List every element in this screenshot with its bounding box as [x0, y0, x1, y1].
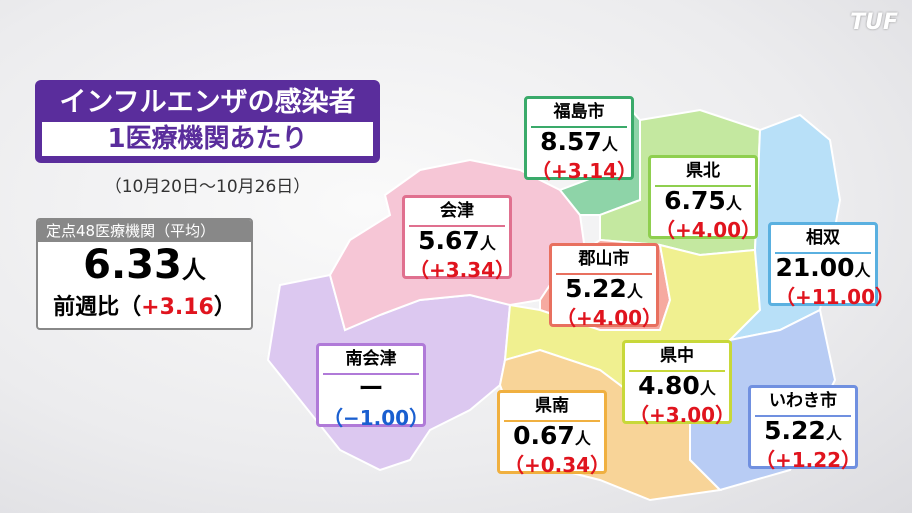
region-value-row: 6.75人 [655, 187, 751, 218]
region-unit: 人 [626, 282, 643, 301]
region-name: 福島市 [531, 99, 627, 128]
region-label-box: 郡山市 5.22人 （+4.00） [549, 243, 663, 330]
region-value: 5.22 [565, 274, 627, 303]
region-label-box: 県南 0.67人 （+0.34） [497, 390, 611, 477]
region-name: 郡山市 [556, 246, 652, 275]
region-name: 南会津 [323, 346, 419, 375]
region-value-row: 4.80人 [629, 372, 725, 403]
region-value: 21.00 [775, 253, 855, 282]
region-value-row: 5.22人 [556, 275, 652, 306]
region-value: 8.57 [540, 127, 602, 156]
region-change: （+4.00） [556, 306, 663, 330]
region-value: ー [358, 374, 384, 403]
region-name: 県中 [629, 343, 725, 372]
paren-open: （ [119, 295, 142, 320]
region-name: 相双 [775, 225, 871, 254]
average-header: 定点48医療機関（平均） [38, 220, 251, 242]
region-value-row: 21.00人 [775, 254, 871, 285]
region-name: 会津 [409, 198, 505, 227]
region-value: 4.80 [638, 371, 700, 400]
date-range: （10月20日～10月26日） [104, 177, 311, 197]
region-change: （+4.00） [655, 218, 762, 242]
region-label-box: 南会津 ー （−1.00） [316, 343, 430, 430]
average-compare-row: 前週比（+3.16） [38, 293, 251, 323]
region-change: （+0.34） [504, 453, 611, 477]
station-logo: TUF [850, 10, 898, 35]
title-sub: 1医療機関あたり [42, 122, 373, 156]
region-label-box: 会津 5.67人 （+3.34） [402, 195, 516, 282]
region-name: いわき市 [755, 388, 851, 417]
region-unit: 人 [574, 429, 591, 448]
region-value: 6.75 [664, 186, 726, 215]
title-main: インフルエンザの感染者 [59, 87, 356, 118]
region-unit: 人 [854, 261, 871, 280]
region-value: 5.67 [418, 226, 480, 255]
region-change: （+11.00） [775, 285, 896, 309]
region-label-box: 相双 21.00人 （+11.00） [768, 222, 896, 309]
region-value-row: 5.22人 [755, 417, 851, 448]
region-change: （+3.00） [629, 403, 736, 427]
region-value-row: 8.57人 [531, 128, 627, 159]
region-change: （+1.22） [755, 448, 862, 472]
paren-close: ） [213, 295, 236, 320]
region-label-box: 福島市 8.57人 （+3.14） [524, 96, 638, 183]
average-value: 6.33 [83, 242, 182, 288]
compare-label: 前週比 [53, 295, 120, 320]
region-value-row: ー [323, 375, 419, 406]
region-label-box: 県中 4.80人 （+3.00） [622, 340, 736, 427]
region-unit: 人 [601, 135, 618, 154]
region-unit: 人 [825, 424, 842, 443]
region-name: 県北 [655, 158, 751, 187]
region-value: 0.67 [513, 421, 575, 450]
region-change: （−1.00） [323, 406, 430, 430]
region-name: 県南 [504, 393, 600, 422]
region-unit: 人 [479, 234, 496, 253]
region-value-row: 5.67人 [409, 227, 505, 258]
average-change: +3.16 [141, 295, 214, 320]
region-unit: 人 [699, 379, 716, 398]
average-panel: 定点48医療機関（平均） 6.33人 前週比（+3.16） [36, 218, 253, 330]
region-label-box: 県北 6.75人 （+4.00） [648, 155, 762, 242]
region-value: 5.22 [764, 416, 826, 445]
average-value-row: 6.33人 [38, 242, 251, 293]
region-label-box: いわき市 5.22人 （+1.22） [748, 385, 862, 472]
region-change: （+3.34） [409, 258, 516, 282]
region-value-row: 0.67人 [504, 422, 600, 453]
region-unit: 人 [725, 194, 742, 213]
region-change: （+3.14） [531, 159, 638, 183]
title-panel: インフルエンザの感染者 1医療機関あたり [35, 80, 380, 163]
average-unit: 人 [181, 256, 206, 284]
